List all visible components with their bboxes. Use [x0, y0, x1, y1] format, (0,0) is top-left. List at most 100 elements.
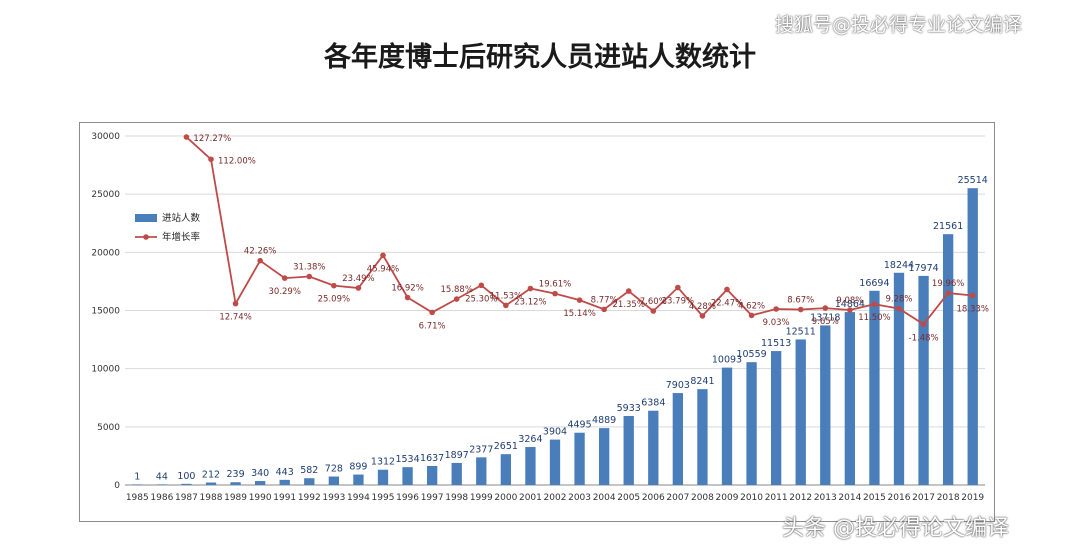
growth-rate-label: 8.77% [591, 295, 618, 305]
bar-value-label: 2651 [494, 441, 518, 452]
growth-rate-label: 30.29% [269, 287, 301, 297]
growth-rate-point [601, 306, 607, 313]
bar [426, 465, 438, 485]
bar [476, 457, 487, 485]
x-tick-label: 2014 [838, 493, 861, 503]
growth-rate-point [945, 290, 951, 296]
growth-rate-point [281, 275, 288, 281]
watermark-top: 搜狐号@投必得专业论文编译 [775, 14, 1023, 36]
growth-rate-point [503, 302, 509, 309]
x-tick-label: 1995 [372, 493, 395, 503]
bar-value-label: 11513 [761, 338, 791, 349]
y-tick-label: 30000 [91, 132, 120, 142]
growth-rate-label: 6.71% [419, 321, 446, 331]
bar-value-label: 1534 [395, 454, 419, 465]
growth-rate-label: 23.12% [514, 298, 546, 308]
x-tick-label: 2004 [593, 493, 616, 503]
bar [942, 234, 954, 485]
bar-value-label: 44 [156, 471, 168, 482]
bar-value-label: 21561 [933, 221, 963, 232]
growth-rate-point [208, 156, 214, 163]
growth-rate-point [650, 308, 657, 314]
x-tick-label: 1993 [322, 493, 345, 503]
bar-value-label: 5933 [617, 403, 641, 414]
bar [869, 290, 880, 485]
x-tick-label: 2005 [617, 493, 640, 503]
growth-rate-label: 9.65% [812, 317, 839, 327]
growth-rate-point [183, 134, 190, 140]
growth-rate-point [257, 257, 263, 264]
bar [205, 482, 217, 485]
bar-value-label: 8241 [690, 376, 714, 387]
growth-rate-label: 8.67% [787, 296, 814, 306]
bar [328, 476, 340, 485]
legend-label-bars: 进站人数 [162, 212, 201, 224]
bar [304, 478, 315, 485]
bar [746, 362, 757, 485]
x-tick-label: 2011 [765, 493, 788, 503]
growth-rate-point [871, 301, 878, 308]
growth-rate-point [527, 285, 534, 292]
x-tick-label: 2012 [789, 493, 812, 503]
growth-rate-point [748, 312, 755, 319]
bar [721, 367, 733, 485]
growth-rate-label: 45.94% [367, 264, 399, 274]
bar-value-label: 6384 [641, 398, 665, 409]
bar-value-label: 899 [349, 462, 367, 473]
x-tick-label: 1992 [298, 493, 321, 503]
x-tick-label: 1987 [175, 493, 198, 503]
bar-value-label: 3264 [518, 434, 542, 445]
x-tick-label: 2008 [691, 493, 714, 503]
bar [451, 462, 462, 485]
x-tick-label: 1994 [347, 493, 370, 503]
bar [648, 410, 659, 485]
growth-rate-label: 25.09% [318, 295, 350, 305]
x-tick-label: 2000 [494, 493, 517, 503]
x-tick-label: 1991 [273, 493, 296, 503]
x-tick-label: 2009 [716, 493, 739, 503]
growth-rate-point [822, 305, 829, 311]
bar [672, 393, 684, 485]
growth-rate-point [453, 296, 460, 302]
bar [156, 484, 168, 485]
growth-rate-label: 9.08% [836, 296, 863, 306]
bar-value-label: 25514 [958, 175, 988, 186]
growth-rate-label: 127.27% [193, 134, 231, 144]
growth-rate-label: 31.38% [293, 263, 325, 273]
bar [820, 325, 831, 485]
growth-rate-label: 9.03% [763, 318, 790, 328]
x-tick-label: 1988 [200, 493, 223, 503]
x-tick-label: 1996 [396, 493, 419, 503]
bar-value-label: 14864 [835, 299, 865, 310]
bar-value-label: 443 [276, 467, 294, 478]
bar-value-label: 582 [300, 465, 318, 476]
x-tick-label: 1990 [249, 493, 272, 503]
bar-value-label: 1 [134, 471, 140, 482]
bar-value-label: 1637 [420, 453, 444, 464]
x-tick-label: 2019 [961, 493, 984, 503]
growth-rate-label: 11.50% [858, 313, 890, 323]
growth-rate-label: 15.14% [563, 309, 595, 319]
x-tick-label: 2013 [814, 493, 837, 503]
growth-rate-label: 112.00% [218, 156, 256, 166]
bar [402, 467, 413, 485]
x-tick-label: 2015 [863, 493, 886, 503]
x-tick-label: 2002 [544, 493, 567, 503]
bar-value-label: 100 [177, 471, 195, 482]
growth-rate-label: 15.88% [441, 285, 473, 295]
growth-rate-point [797, 306, 804, 313]
bar-value-label: 239 [227, 469, 245, 480]
bar [893, 272, 905, 485]
chart-title: 各年度博士后研究人员进站人数统计 [324, 42, 756, 73]
x-tick-label: 1985 [126, 493, 149, 503]
growth-rate-point [404, 294, 411, 301]
x-tick-label: 1997 [421, 493, 444, 503]
growth-rate-label: 42.26% [244, 247, 276, 257]
growth-rate-label: 9.28% [885, 295, 912, 305]
growth-rate-point [232, 300, 239, 307]
growth-rate-point [969, 292, 976, 299]
x-tick-label: 2016 [888, 493, 911, 503]
x-tick-label: 1999 [470, 493, 493, 503]
bar-value-label: 10093 [712, 355, 742, 366]
bar-value-label: 728 [325, 464, 343, 475]
